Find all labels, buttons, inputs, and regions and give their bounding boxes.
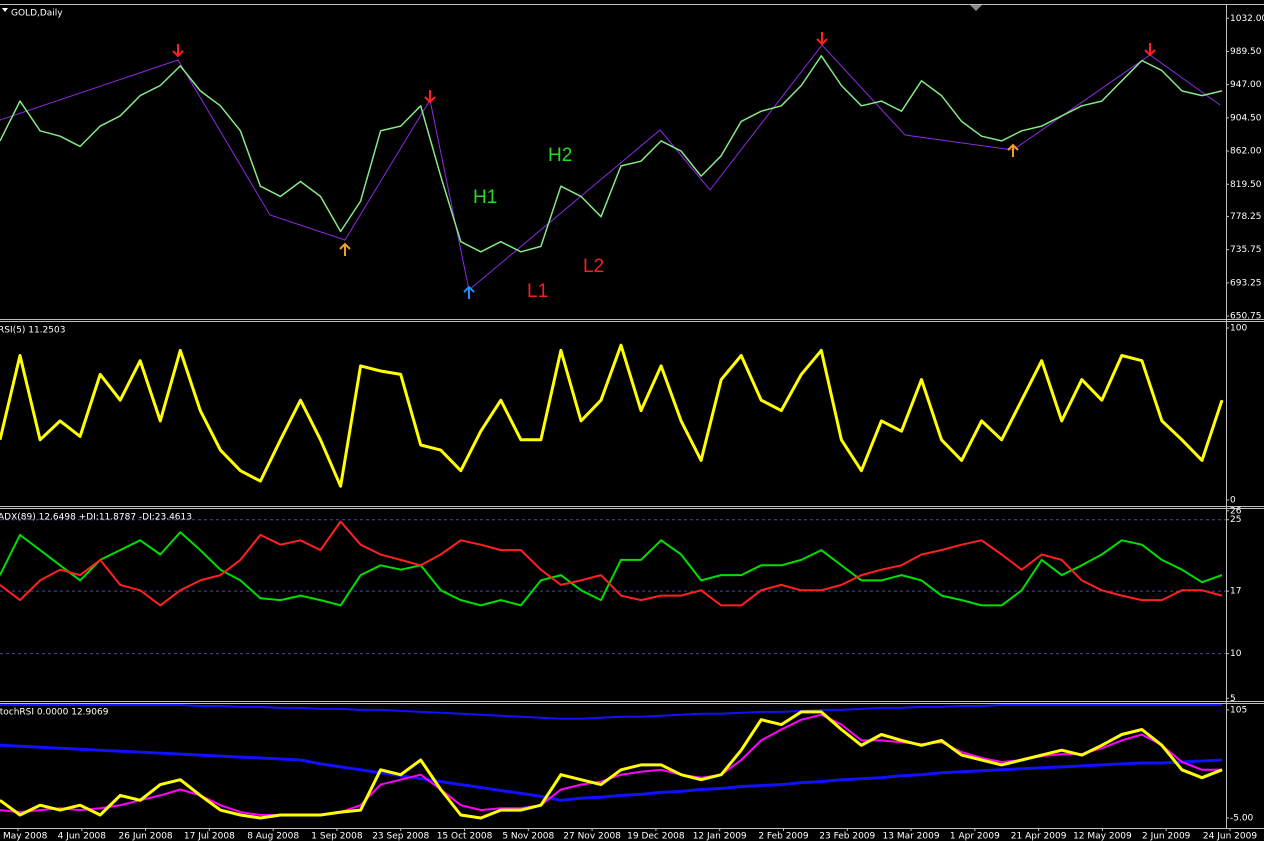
panel-title: ADX(89) 12.6498 +DI:11.8787 -DI:23.4613	[0, 513, 192, 523]
panel-title: RSI(5) 11.2503	[0, 326, 65, 336]
x-tick-label: 17 Jul 2008	[184, 832, 235, 841]
y-tick-label: 989.50	[1230, 47, 1262, 57]
y-tick-label: 25	[1230, 515, 1241, 525]
annotation: H2	[548, 145, 572, 166]
annotation: H1	[473, 187, 497, 208]
x-tick-label: 23 Sep 2008	[372, 832, 429, 841]
y-tick-label: 819.50	[1230, 180, 1262, 190]
y-tick-label: 26	[1230, 506, 1242, 516]
x-tick-label: 8 Aug 2008	[247, 832, 299, 841]
x-tick-label: 24 Jun 2009	[1203, 832, 1257, 841]
x-tick-label: 28 May 2008	[0, 832, 48, 841]
x-tick-label: 2 Jun 2009	[1142, 832, 1191, 841]
y-tick-label: 1032.00	[1230, 14, 1264, 24]
x-tick-label: 12 Jan 2009	[693, 832, 747, 841]
menu-marker	[2, 8, 8, 12]
signal-arrows	[172, 32, 1156, 299]
y-tick-label: 10	[1230, 649, 1242, 659]
panel-title: GOLD,Daily	[11, 9, 63, 19]
x-tick-label: 15 Oct 2008	[437, 832, 493, 841]
x-tick-label: 4 Jun 2008	[58, 832, 107, 841]
x-tick-label: 23 Feb 2009	[819, 832, 875, 841]
y-tick-label: 100	[1230, 324, 1247, 334]
series-line	[0, 55, 1223, 253]
series-line	[0, 531, 1223, 607]
annotation: L2	[583, 256, 604, 277]
x-tick-label: 1 Apr 2009	[950, 832, 1000, 841]
series-line	[0, 743, 1223, 802]
x-tick-label: 21 Apr 2009	[1011, 832, 1067, 841]
series-line	[0, 710, 1223, 820]
panel-title: StochRSI 0.0000 12.9069	[0, 708, 109, 718]
annotation: L1	[527, 281, 548, 302]
y-tick-label: 904.50	[1230, 113, 1262, 123]
y-tick-label: 0	[1230, 495, 1236, 505]
x-tick-label: 26 Jun 2008	[119, 832, 173, 841]
x-tick-label: 27 Nov 2008	[563, 832, 621, 841]
y-tick-label: 693.25	[1230, 278, 1262, 288]
series-line	[0, 704, 1222, 720]
y-tick-label: -5.00	[1230, 813, 1254, 823]
y-tick-label: 947.00	[1230, 80, 1262, 90]
y-tick-label: 17	[1230, 587, 1241, 597]
y-tick-label: 105	[1230, 705, 1247, 715]
panel-frames	[0, 4, 1264, 829]
series-line	[0, 343, 1224, 488]
y-tick-label: 5	[1230, 694, 1236, 704]
y-tick-label: 650.75	[1230, 312, 1262, 322]
x-tick-label: 13 Mar 2009	[883, 832, 940, 841]
x-tick-label: 19 Dec 2008	[627, 832, 685, 841]
x-tick-label: 1 Sep 2008	[311, 832, 363, 841]
y-tick-label: 778.25	[1230, 212, 1262, 222]
y-tick-label: 735.75	[1230, 245, 1262, 255]
series-line	[0, 520, 1223, 607]
y-tick-label: 862.00	[1230, 147, 1262, 157]
x-tick-label: 12 May 2009	[1073, 832, 1132, 841]
x-tick-label: 5 Nov 2008	[502, 832, 554, 841]
scroll-marker	[970, 5, 982, 11]
x-tick-label: 2 Feb 2009	[758, 832, 809, 841]
